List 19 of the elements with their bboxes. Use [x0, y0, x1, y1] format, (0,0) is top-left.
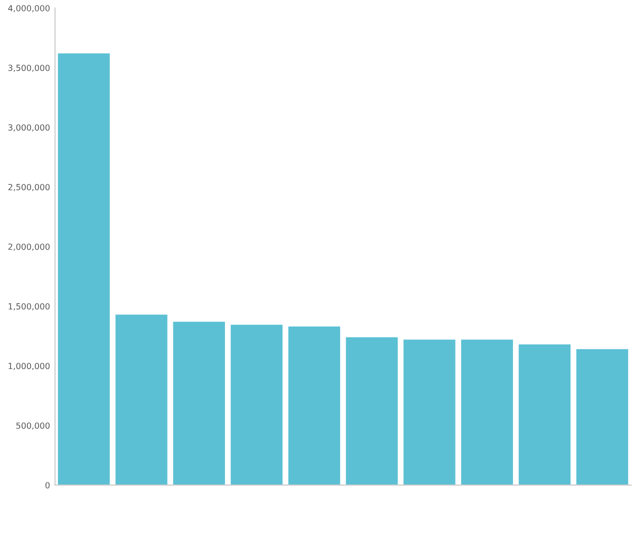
- y-tick-label: 3,000,000: [8, 124, 50, 132]
- bar: [230, 324, 283, 486]
- bar: [116, 314, 168, 486]
- bar: [576, 349, 628, 486]
- y-tick-label: 500,000: [16, 422, 50, 430]
- y-tick-label: 2,500,000: [8, 184, 50, 192]
- y-tick-label: 3,500,000: [8, 64, 50, 72]
- y-tick-label: 2,000,000: [8, 244, 50, 251]
- bar: [58, 53, 110, 486]
- y-tick-label: 4,000,000: [8, 5, 50, 12]
- bar: [461, 340, 513, 486]
- y-tick-label: 0: [45, 482, 50, 488]
- y-tick-label: 1,500,000: [8, 303, 50, 310]
- bar: [404, 340, 456, 486]
- bar: [173, 322, 225, 486]
- bar: [346, 337, 398, 486]
- bar: [288, 326, 340, 486]
- bar: [518, 344, 571, 486]
- y-tick-label: 1,000,000: [8, 362, 50, 370]
